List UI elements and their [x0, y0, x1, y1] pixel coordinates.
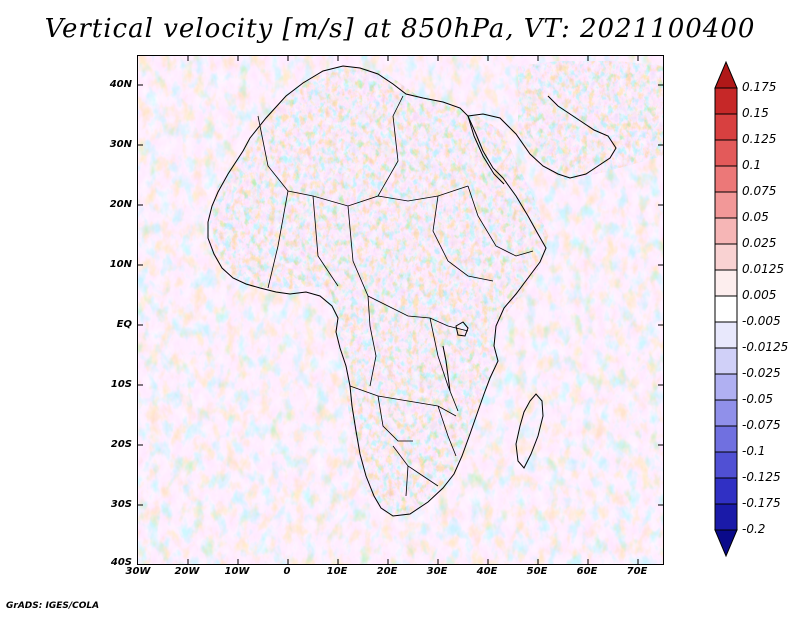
- lat-label-40s: 40S: [110, 557, 132, 568]
- velocity-field-map: [138, 56, 663, 564]
- colorbar-label: -0.125: [742, 470, 781, 484]
- lake-tanganyika: [442, 345, 451, 392]
- africa-coastline: [207, 65, 547, 517]
- colorbar-swatch: [714, 425, 738, 453]
- colorbar-swatch: [714, 87, 738, 115]
- colorbar-label: -0.175: [742, 496, 781, 510]
- lon-label-10e: 10E: [326, 566, 348, 577]
- colorbar-swatch: [714, 269, 738, 297]
- lon-label-40e: 40E: [476, 566, 498, 577]
- colorbar-label: 0.025: [742, 236, 777, 250]
- colorbar-swatch: [714, 373, 738, 401]
- lon-label-60e: 60E: [576, 566, 598, 577]
- lat-label-10n: 10N: [109, 259, 132, 270]
- colorbar-label: -0.025: [742, 366, 781, 380]
- colorbar-swatch: [714, 399, 738, 427]
- colorbar-swatch: [714, 191, 738, 219]
- colorbar-swatch: [714, 139, 738, 167]
- lat-label-20n: 20N: [109, 199, 132, 210]
- colorbar-label: 0.1: [742, 158, 762, 172]
- lon-label-0: 0: [283, 566, 291, 577]
- colorbar-label: -0.005: [742, 314, 781, 328]
- colorbar-swatch: [714, 295, 738, 323]
- lat-label-30n: 30N: [109, 139, 132, 150]
- colorbar-label: 0.05: [742, 210, 769, 224]
- colorbar-swatch: [714, 113, 738, 141]
- colorbar-label: -0.0125: [742, 340, 789, 354]
- colorbar-label: 0.0125: [742, 262, 784, 276]
- colorbar-arrow-top: [714, 60, 738, 89]
- country-borders: [257, 95, 534, 497]
- map-plot-area: [137, 55, 664, 565]
- colorbar-label: 0.125: [742, 132, 777, 146]
- colorbar-swatch: [714, 503, 738, 531]
- lat-label-40n: 40N: [109, 79, 132, 90]
- colorbar-swatch: [714, 243, 738, 271]
- colorbar-label: 0.15: [742, 106, 769, 120]
- lon-label-30w: 30W: [125, 566, 151, 577]
- colorbar-swatch: [714, 451, 738, 479]
- map-ticks: [138, 56, 663, 564]
- colorbar-swatch: [714, 217, 738, 245]
- lake-victoria: [455, 321, 469, 337]
- lon-label-20e: 20E: [376, 566, 398, 577]
- colorbar-swatch: [714, 165, 738, 193]
- colorbar-label: -0.05: [742, 392, 774, 406]
- colorbar-label: -0.075: [742, 418, 781, 432]
- lon-label-10w: 10W: [224, 566, 250, 577]
- colorbar-arrow-bottom: [714, 529, 738, 558]
- lat-label-30s: 30S: [110, 499, 132, 510]
- lat-label-10s: 10S: [110, 379, 132, 390]
- colorbar-label: 0.175: [742, 80, 777, 94]
- lon-label-30e: 30E: [426, 566, 448, 577]
- lat-label-eq: EQ: [116, 319, 132, 330]
- chart-title: Vertical velocity [m/s] at 850hPa, VT: 2…: [44, 14, 756, 44]
- red-sea-coast: [467, 115, 505, 185]
- arabia-coastline: [467, 95, 617, 179]
- colorbar-swatch: [714, 477, 738, 505]
- lon-label-70e: 70E: [626, 566, 648, 577]
- colorbar-label: -0.2: [742, 522, 766, 536]
- colorbar-label: -0.1: [742, 444, 766, 458]
- colorbar: [714, 60, 738, 558]
- coastlines-and-borders: [207, 65, 617, 517]
- colorbar-label: 0.005: [742, 288, 777, 302]
- lon-label-20w: 20W: [174, 566, 200, 577]
- colorbar-swatch: [714, 347, 738, 375]
- madagascar-coastline: [515, 393, 544, 469]
- colorbar-label: 0.075: [742, 184, 777, 198]
- lat-label-20s: 20S: [110, 439, 132, 450]
- grads-credit: GrADS: IGES/COLA: [6, 601, 100, 611]
- colorbar-swatch: [714, 321, 738, 349]
- lon-label-50e: 50E: [526, 566, 548, 577]
